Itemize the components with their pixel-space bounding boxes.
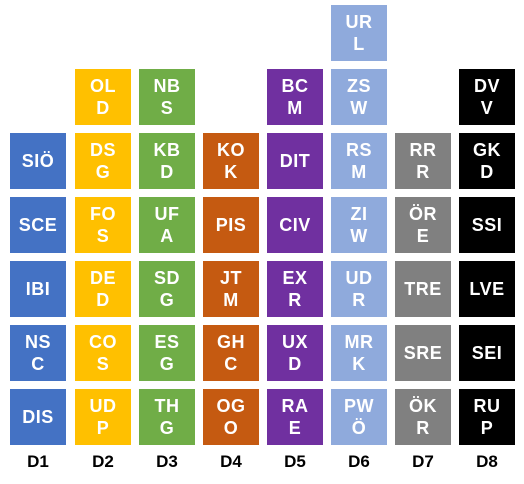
tile-d6-6: MR K	[331, 325, 387, 381]
tile-d4-4: GH C	[203, 325, 259, 381]
tile-d2-1: OL D	[75, 69, 131, 125]
tile-d5-3: CIV	[267, 197, 323, 253]
tile-d6-5: UD R	[331, 261, 387, 317]
tile-d1-2: SCE	[10, 197, 66, 253]
tile-d3-4: SD G	[139, 261, 195, 317]
tile-d5-1: BC M	[267, 69, 323, 125]
tile-d6-1: UR L	[331, 5, 387, 61]
tile-d2-2: DS G	[75, 133, 131, 189]
tile-d7-3: TRE	[395, 261, 451, 317]
tile-d1-1: SIÖ	[10, 133, 66, 189]
tile-d6-7: PW Ö	[331, 389, 387, 445]
column-label-d5: D5	[284, 452, 306, 471]
column-label-d2: D2	[92, 452, 114, 471]
tile-d5-4: EX R	[267, 261, 323, 317]
tile-d2-3: FO S	[75, 197, 131, 253]
tile-d2-6: UD P	[75, 389, 131, 445]
tile-d8-6: RU P	[459, 389, 515, 445]
tile-d3-2: KB D	[139, 133, 195, 189]
tile-d5-2: DIT	[267, 133, 323, 189]
tile-d6-3: RS M	[331, 133, 387, 189]
tile-d1-5: DIS	[10, 389, 66, 445]
column-label-d6: D6	[348, 452, 370, 471]
tile-d4-5: OG O	[203, 389, 259, 445]
tile-d2-5: CO S	[75, 325, 131, 381]
tile-d8-3: SSI	[459, 197, 515, 253]
tile-d8-5: SEI	[459, 325, 515, 381]
tile-d7-2: ÖR E	[395, 197, 451, 253]
tile-d7-4: SRE	[395, 325, 451, 381]
tile-d5-6: RA E	[267, 389, 323, 445]
tile-d3-1: NB S	[139, 69, 195, 125]
tile-d1-3: IBI	[10, 261, 66, 317]
tile-d6-2: ZS W	[331, 69, 387, 125]
column-label-d7: D7	[412, 452, 434, 471]
column-label-d4: D4	[220, 452, 242, 471]
tile-d3-6: TH G	[139, 389, 195, 445]
tile-d3-5: ES G	[139, 325, 195, 381]
tile-d3-3: UF A	[139, 197, 195, 253]
tile-d8-1: DV V	[459, 69, 515, 125]
tile-d4-1: KO K	[203, 133, 259, 189]
tile-d8-4: LVE	[459, 261, 515, 317]
tile-d7-1: RR R	[395, 133, 451, 189]
column-label-d1: D1	[27, 452, 49, 471]
tile-d6-4: ZI W	[331, 197, 387, 253]
tile-d1-4: NS C	[10, 325, 66, 381]
tile-d8-2: GK D	[459, 133, 515, 189]
column-label-d8: D8	[476, 452, 498, 471]
tile-d5-5: UX D	[267, 325, 323, 381]
tile-d4-3: JT M	[203, 261, 259, 317]
tile-d7-5: ÖK R	[395, 389, 451, 445]
tile-d4-2: PIS	[203, 197, 259, 253]
tile-d2-4: DE D	[75, 261, 131, 317]
column-label-d3: D3	[156, 452, 178, 471]
